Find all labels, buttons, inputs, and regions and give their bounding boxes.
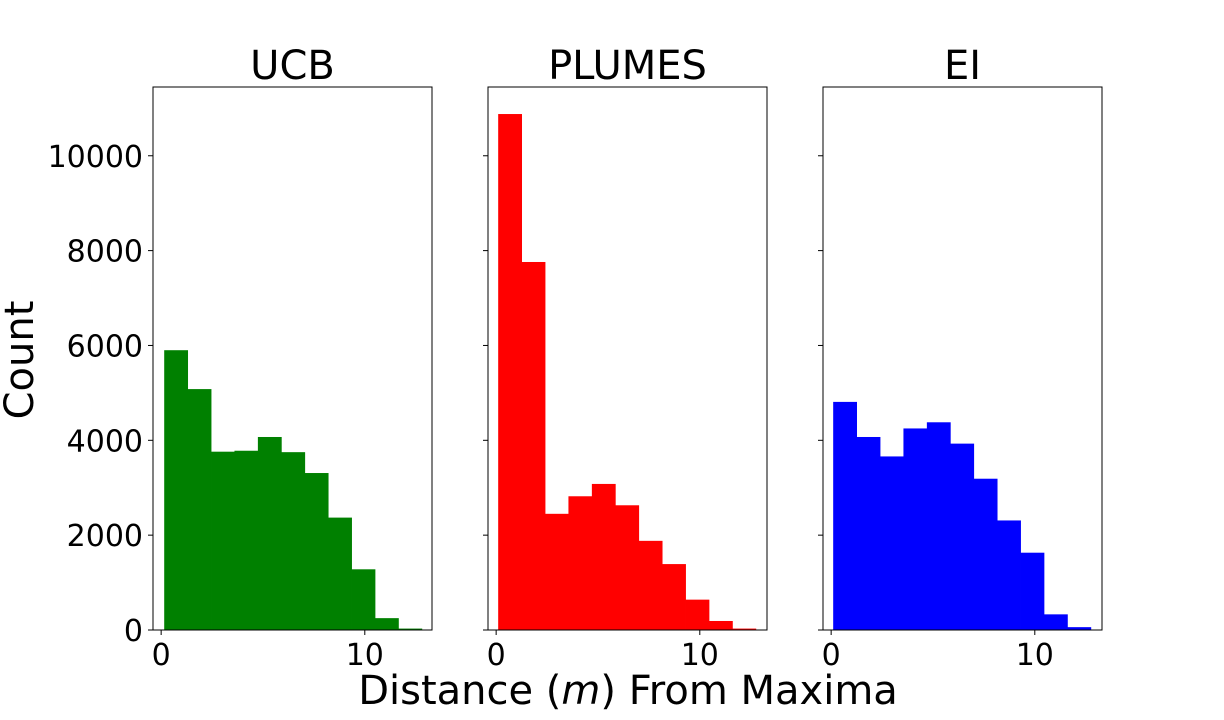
bar-ucb-8 [351, 569, 376, 630]
x-tick-label-ucb-0: 0 [152, 638, 171, 673]
bar-plumes-5 [615, 505, 640, 630]
bar-plumes-2 [545, 513, 569, 630]
bar-plumes-8 [685, 599, 710, 630]
x-tick-label-plumes-0: 0 [487, 638, 506, 673]
bar-plumes-4 [591, 483, 616, 630]
bar-ei-7 [997, 520, 1021, 630]
axes-frame-ucb [152, 86, 433, 631]
bar-ucb-9 [374, 618, 399, 630]
x-tick-label-plumes-10: 10 [681, 638, 719, 673]
bar-plumes-1 [521, 261, 546, 630]
panel-ucb: 0 2000 4000 6000 8000 10000 0 10 UCB [48, 43, 433, 673]
bar-ucb-6 [304, 473, 329, 630]
bar-plumes-3 [568, 496, 593, 630]
bar-ei-4 [926, 422, 951, 630]
bar-plumes-0 [498, 114, 523, 631]
x-tick-label-ucb-10: 10 [346, 638, 384, 673]
chart-title-plumes: PLUMES [548, 43, 707, 89]
x-tick-label-ei-10: 10 [1016, 638, 1054, 673]
bar-ei-1 [856, 436, 881, 630]
bar-ucb-1 [187, 389, 212, 630]
y-tick-label-10000: 10000 [48, 140, 143, 175]
bar-ucb-5 [281, 452, 306, 630]
bar-ucb-4 [257, 436, 282, 630]
bar-ei-0 [833, 401, 858, 630]
x-axis-label-prefix: Distance ( [358, 668, 561, 714]
x-axis-label-suffix: ) From Maxima [600, 668, 897, 714]
bar-ucb-0 [164, 350, 189, 630]
bar-plumes-7 [662, 564, 686, 630]
bar-ei-5 [950, 443, 975, 630]
bar-ucb-2 [211, 451, 235, 630]
bar-ucb-10 [398, 628, 423, 630]
bar-plumes-6 [638, 540, 663, 630]
y-axis-label: Count [0, 301, 43, 420]
chart-title-ei: EI [944, 43, 981, 89]
x-axis-label-variable: m [561, 668, 600, 714]
histogram-panels: 0 2000 4000 6000 8000 10000 0 10 UCB 0 10 PLUMES 0 10… [48, 43, 1103, 673]
axes-frame-plumes [487, 86, 768, 631]
y-tick-label-6000: 6000 [67, 329, 143, 364]
panel-ei: 0 10 EI [818, 43, 1103, 673]
y-tick-label-0: 0 [124, 614, 143, 649]
bar-ucb-7 [328, 517, 352, 630]
x-tick-label-ei-0: 0 [822, 638, 841, 673]
bar-ucb-3 [234, 450, 259, 630]
bar-ei-2 [880, 456, 904, 630]
panel-plumes: 0 10 PLUMES [483, 43, 768, 673]
bar-ei-10 [1067, 627, 1092, 630]
y-tick-label-4000: 4000 [67, 424, 143, 459]
bar-plumes-10 [732, 628, 757, 630]
y-tick-label-2000: 2000 [67, 519, 143, 554]
x-axis-label: Distance (m) From Maxima [358, 668, 898, 714]
bar-ei-6 [973, 478, 998, 630]
bar-ei-9 [1043, 614, 1068, 630]
axes-frame-ei [822, 86, 1103, 631]
y-tick-label-8000: 8000 [67, 235, 143, 270]
chart-title-ucb: UCB [250, 43, 335, 89]
bar-ei-8 [1020, 552, 1045, 630]
bar-ei-3 [903, 428, 928, 630]
bar-plumes-9 [708, 620, 733, 630]
